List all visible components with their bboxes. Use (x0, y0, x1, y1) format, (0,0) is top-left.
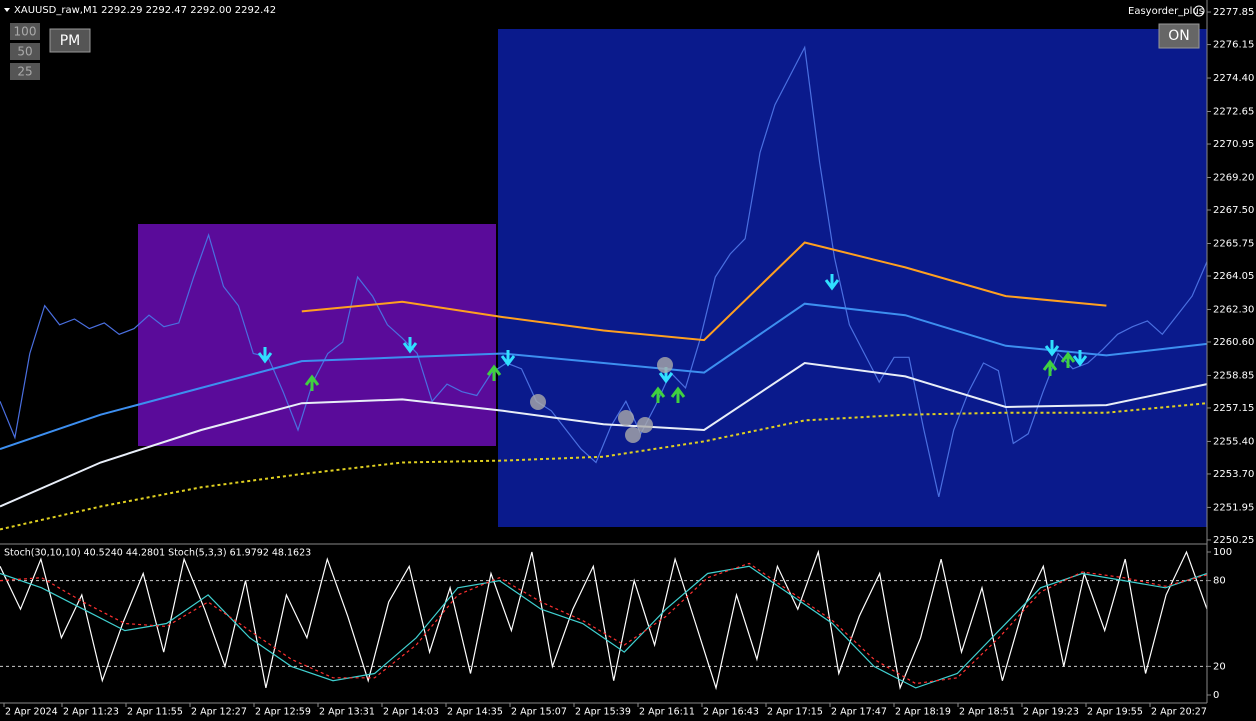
trade-marker (637, 417, 653, 433)
x-tick-label: 2 Apr 16:43 (703, 707, 759, 718)
y-tick-label: 2250.25 (1213, 535, 1254, 546)
y-tick-label: 2251.95 (1213, 502, 1254, 513)
x-tick-label: 2 Apr 14:35 (447, 707, 503, 718)
y-tick-label: 2260.60 (1213, 337, 1254, 348)
y-tick-label: 20 (1213, 661, 1226, 672)
ma-line (301, 241, 1107, 342)
x-tick-label: 2 Apr 16:11 (639, 707, 695, 718)
x-tick-label: 2 Apr 19:23 (1023, 707, 1079, 718)
x-tick-label: 2 Apr 18:19 (895, 707, 951, 718)
signal-arrow (824, 274, 840, 291)
session-box (138, 224, 496, 446)
y-tick-label: 2257.15 (1213, 403, 1254, 414)
button-label: 50 (17, 45, 32, 59)
signal-arrow (500, 350, 516, 367)
indicator-layer (0, 549, 1208, 691)
x-tick-label: 2 Apr 11:23 (63, 707, 119, 718)
y-tick-label: 100 (1213, 547, 1232, 558)
y-tick-label: 2255.40 (1213, 436, 1254, 447)
signal-arrow (1042, 359, 1058, 376)
signal-arrow (257, 347, 273, 364)
x-tick-label: 2 Apr 15:39 (575, 707, 631, 718)
x-tick-label: 2 Apr 12:59 (255, 707, 311, 718)
signal-arrow (1060, 351, 1076, 368)
menu-icon[interactable] (4, 8, 10, 12)
x-tick-label: 2 Apr 18:51 (959, 707, 1015, 718)
x-tick-label: 2 Apr 2024 (5, 707, 58, 718)
y-tick-label: 2258.85 (1213, 370, 1254, 381)
button-label: 100 (14, 25, 37, 39)
stoch-line (0, 549, 1208, 691)
x-tick-label: 2 Apr 17:15 (767, 707, 823, 718)
x-tick-label: 2 Apr 13:31 (319, 707, 375, 718)
trade-marker (530, 394, 546, 410)
ma-line (0, 402, 1208, 531)
button-label: PM (60, 33, 81, 49)
expert-icon (1193, 5, 1205, 17)
signal-arrow (670, 386, 686, 403)
x-tick-label: 2 Apr 17:47 (831, 707, 887, 718)
signal-arrow (304, 374, 320, 391)
y-tick-label: 2264.05 (1213, 271, 1254, 282)
signal-arrow (486, 364, 502, 381)
trade-marker (625, 427, 641, 443)
y-tick-label: 2262.30 (1213, 304, 1254, 315)
x-tick-label: 2 Apr 20:27 (1151, 707, 1207, 718)
price-layer (0, 45, 1208, 531)
button-label: 25 (17, 65, 32, 79)
session-box (498, 29, 1207, 527)
x-tick-label: 2 Apr 19:55 (1087, 707, 1143, 718)
x-tick-label: 2 Apr 14:03 (383, 707, 439, 718)
trade-marker (618, 410, 634, 426)
stoch-line (0, 565, 1208, 689)
indicator-label: Stoch(30,10,10) 40.5240 44.2801 Stoch(5,… (4, 548, 311, 559)
lot-button[interactable]: 25 (10, 63, 40, 80)
pm-button[interactable]: PM (49, 28, 91, 53)
y-tick-label: 2276.15 (1213, 40, 1254, 51)
signal-arrow (402, 337, 418, 354)
y-tick-label: 2277.85 (1213, 7, 1254, 18)
y-tick-label: 2253.70 (1213, 469, 1254, 480)
y-tick-label: 80 (1213, 576, 1226, 587)
y-tick-label: 0 (1213, 690, 1219, 701)
x-tick-label: 2 Apr 12:27 (191, 707, 247, 718)
signal-arrow (1044, 340, 1060, 357)
y-tick-label: 2270.95 (1213, 139, 1254, 150)
y-tick-label: 2265.75 (1213, 238, 1254, 249)
signal-arrow (650, 386, 666, 403)
expert-name: Easyorder_plus (1128, 6, 1204, 17)
y-tick-label: 2267.50 (1213, 205, 1254, 216)
symbol-info: XAUUSD_raw,M1 2292.29 2292.47 2292.00 22… (14, 5, 276, 16)
lot-button[interactable]: 50 (10, 43, 40, 60)
button-label: ON (1168, 28, 1190, 44)
lot-button[interactable]: 100 (10, 23, 40, 40)
x-tick-label: 2 Apr 15:07 (511, 707, 567, 718)
ma-line (0, 361, 1208, 508)
y-tick-label: 2274.40 (1213, 73, 1254, 84)
y-tick-label: 2269.20 (1213, 172, 1254, 183)
y-tick-label: 2272.65 (1213, 107, 1254, 118)
trade-marker (657, 357, 673, 373)
x-tick-label: 2 Apr 11:55 (127, 707, 183, 718)
on-button[interactable]: ON (1158, 23, 1200, 49)
stoch-line (0, 562, 1208, 685)
signal-arrow (1072, 350, 1088, 367)
ma-line (0, 302, 1208, 451)
